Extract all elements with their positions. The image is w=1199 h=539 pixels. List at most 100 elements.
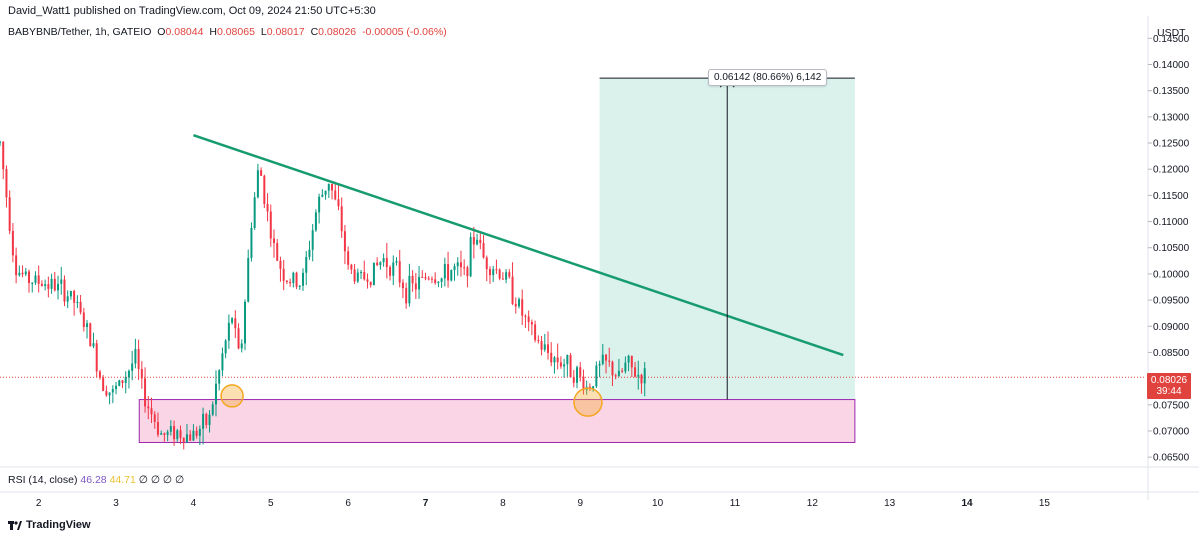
rsi-value: 46.28	[80, 474, 107, 486]
price-tick-label: 0.06500	[1153, 453, 1190, 464]
candle-body	[469, 237, 472, 277]
candle-body	[331, 183, 334, 191]
symbol-label[interactable]: BABYBNB/Tether, 1h, GATEIO	[8, 26, 152, 38]
candle-body	[21, 272, 24, 275]
candle-body	[195, 430, 198, 436]
candle-body	[40, 283, 43, 286]
candle-body	[466, 267, 469, 277]
price-tick-label: 0.10500	[1153, 243, 1190, 254]
rsi-legend[interactable]: RSI (14, close) 46.28 44.71 ∅ ∅ ∅ ∅	[8, 474, 184, 486]
candle-body	[476, 239, 479, 245]
candle-body	[124, 377, 127, 384]
rsi-extras: ∅ ∅ ∅ ∅	[138, 474, 185, 486]
time-tick-label: 7	[423, 498, 429, 509]
candle-body	[34, 275, 37, 283]
candle-body	[173, 426, 176, 440]
candle-body	[202, 413, 205, 429]
candle-body	[401, 282, 404, 289]
candle-body	[418, 276, 421, 290]
candle-body	[514, 303, 517, 307]
price-tick-label: 0.08500	[1153, 348, 1190, 359]
candle-body	[456, 262, 459, 267]
candle-body	[527, 316, 530, 323]
candles	[0, 140, 646, 450]
candle-body	[198, 428, 201, 436]
candle-body	[576, 367, 579, 383]
candle-body	[89, 323, 92, 347]
candle-body	[637, 374, 640, 377]
candle-body	[453, 266, 456, 271]
candle-body	[160, 433, 163, 435]
last-price-value: 0.08026	[1150, 375, 1188, 386]
candle-body	[350, 264, 353, 270]
candle-body	[569, 355, 572, 378]
candle-body	[376, 262, 379, 266]
candle-body	[102, 377, 105, 392]
candle-body	[57, 283, 60, 291]
measure-label[interactable]: 0.06142 (80.66%) 6,142	[708, 69, 828, 86]
candle-body	[421, 276, 424, 278]
candle-body	[47, 284, 50, 289]
candle-body	[501, 278, 504, 280]
candle-body	[221, 353, 224, 371]
time-tick-label: 9	[577, 498, 583, 509]
candle-body	[205, 413, 208, 426]
candle-body	[411, 275, 414, 284]
time-tick-label: 3	[113, 498, 119, 509]
candle-body	[189, 434, 192, 441]
candle-body	[524, 315, 527, 317]
tradingview-logo[interactable]: TradingView	[8, 519, 91, 531]
time-tick-label: 6	[345, 498, 351, 509]
candle-body	[427, 278, 430, 280]
time-tick-label: 13	[884, 498, 896, 509]
candle-body	[540, 341, 543, 350]
last-price-tag: 0.08026 39:44	[1147, 373, 1191, 399]
candle-body	[630, 355, 633, 368]
candle-body	[508, 272, 511, 277]
candle-body	[324, 190, 327, 195]
candle-body	[92, 343, 95, 347]
candle-body	[24, 271, 27, 275]
candle-body	[214, 383, 217, 405]
candle-body	[150, 408, 153, 415]
candle-body	[66, 296, 69, 302]
close-value: C0.08026	[310, 26, 357, 38]
candle-body	[153, 414, 156, 422]
candle-body	[298, 285, 301, 287]
candle-body	[534, 324, 537, 341]
grid	[0, 16, 1199, 500]
candle-body	[395, 261, 398, 263]
candle-body	[463, 267, 466, 269]
candle-body	[256, 170, 259, 198]
candle-body	[121, 380, 124, 384]
candle-body	[218, 370, 221, 384]
candle-body	[285, 280, 288, 282]
candle-body	[234, 318, 237, 329]
candle-body	[127, 370, 130, 378]
candle-body	[437, 281, 440, 283]
candle-body	[553, 357, 556, 363]
candle-body	[472, 237, 475, 245]
candle-body	[492, 269, 495, 276]
price-tick-label: 0.13500	[1153, 86, 1190, 97]
candle-body	[289, 281, 292, 284]
candle-body	[605, 354, 608, 361]
candle-body	[408, 275, 411, 304]
candle-body	[608, 360, 611, 362]
candle-body	[53, 278, 56, 291]
candle-body	[86, 323, 89, 327]
candle-body	[347, 251, 350, 265]
candle-body	[556, 357, 559, 363]
candle-body	[140, 369, 143, 379]
candle-body	[37, 275, 40, 284]
candle-body	[115, 385, 118, 390]
candle-body	[5, 169, 8, 198]
candle-body	[440, 278, 443, 282]
candle-body	[495, 269, 498, 271]
rsi-label: RSI (14, close)	[8, 474, 78, 486]
candle-body	[327, 183, 330, 191]
candle-body	[240, 343, 243, 349]
candle-body	[343, 231, 346, 252]
candle-body	[227, 322, 230, 341]
